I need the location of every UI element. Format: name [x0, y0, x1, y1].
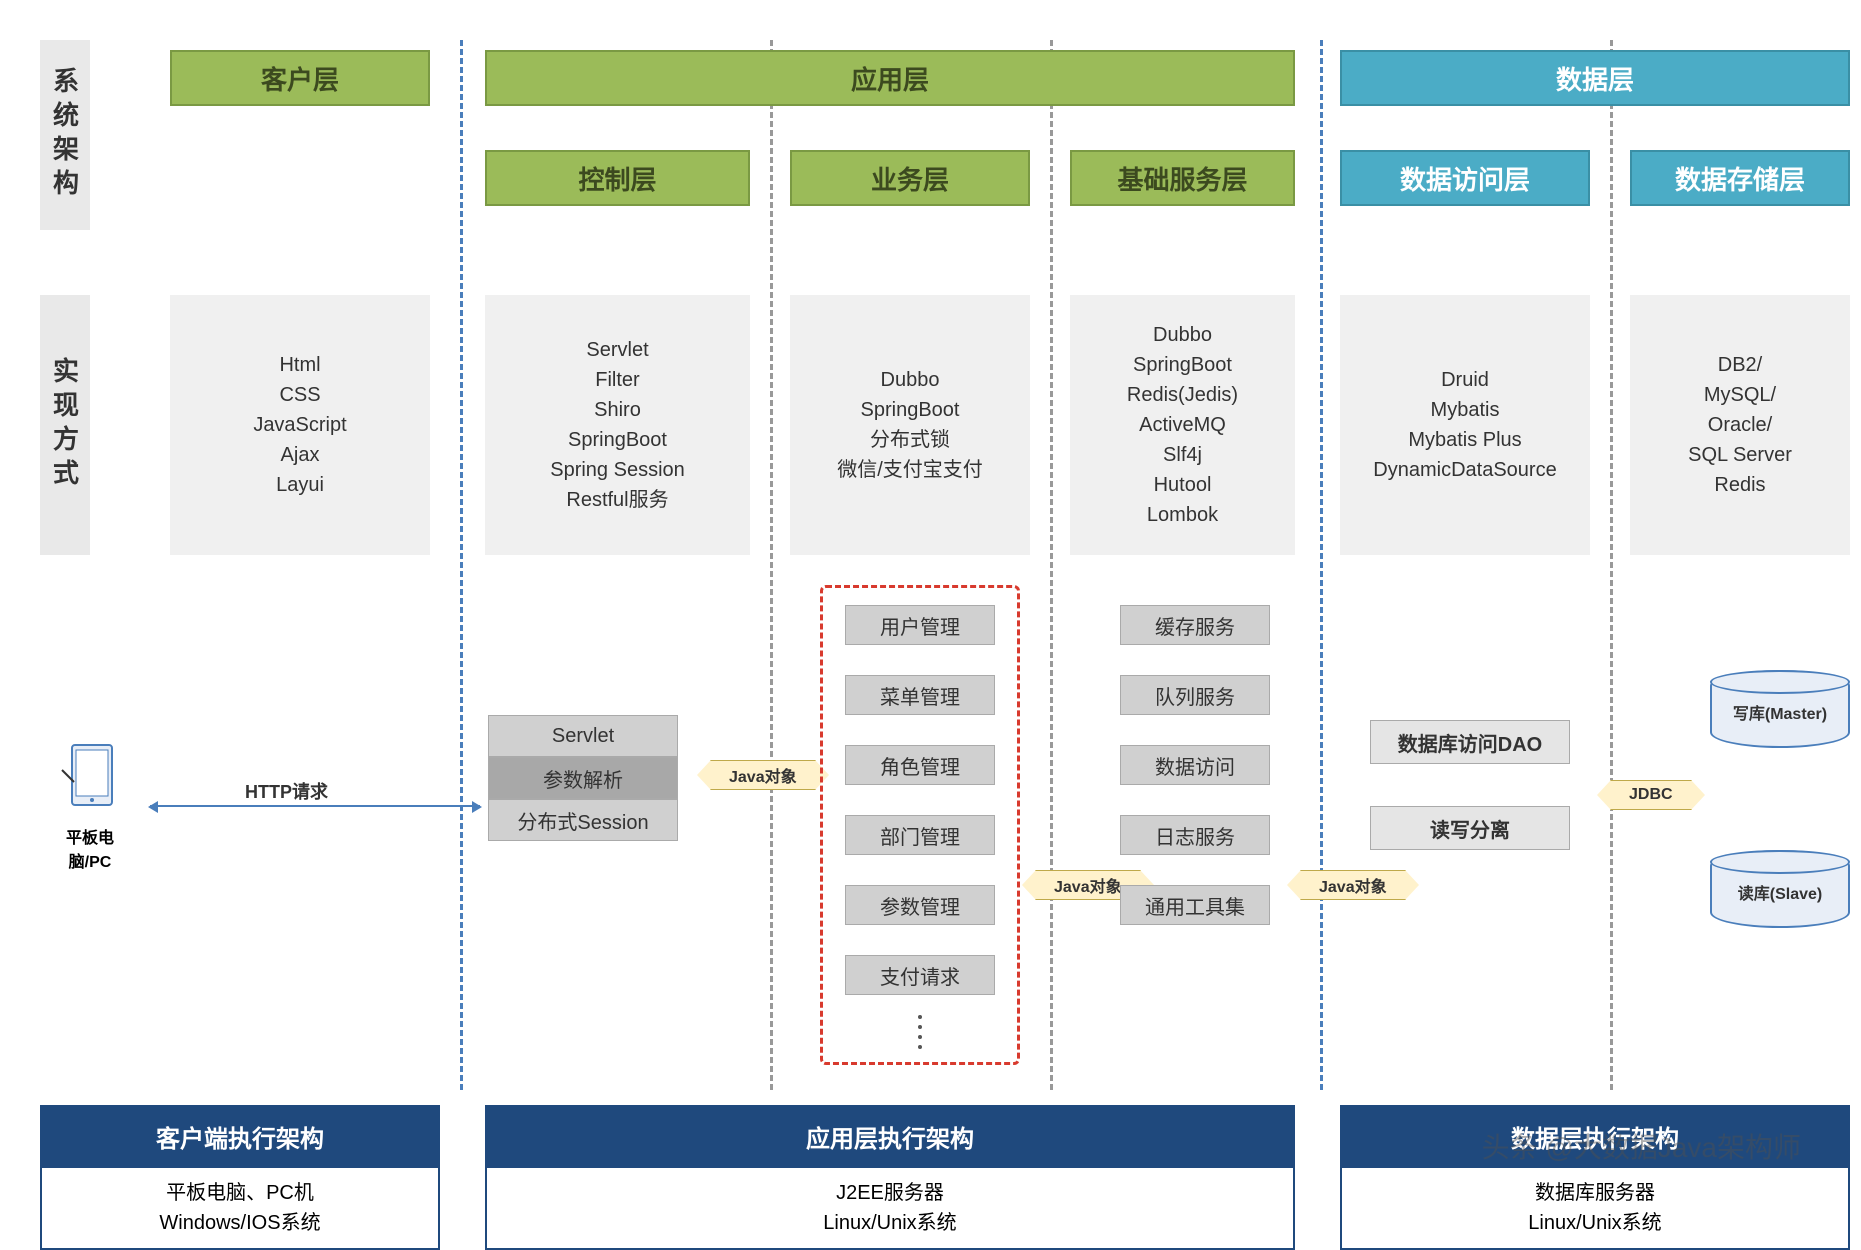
arch-data-body: 数据库服务器Linux/Unix系统: [1340, 1168, 1850, 1250]
divider-client-app: [460, 40, 463, 1090]
flow-servlet: Servlet: [488, 715, 678, 757]
dao-rw: 读写分离: [1370, 806, 1570, 850]
sublayer-base: 基础服务层: [1070, 150, 1295, 206]
impl-base: DubboSpringBootRedis(Jedis)ActiveMQSlf4j…: [1070, 295, 1295, 555]
architecture-diagram: 系统架构 实现方式 客户层 应用层 数据层 控制层 业务层 基础服务层 数据访问…: [20, 20, 1841, 1226]
base-log: 日志服务: [1120, 815, 1270, 855]
base-cache: 缓存服务: [1120, 605, 1270, 645]
device-icon: 平板电脑/PC: [50, 740, 130, 872]
biz-pay: 支付请求: [845, 955, 995, 995]
divider-control-business: [770, 40, 773, 1090]
biz-dept: 部门管理: [845, 815, 995, 855]
tag-jdbc: JDBC: [1610, 780, 1692, 810]
db-master: 写库(Master): [1710, 670, 1850, 748]
layer-data: 数据层: [1340, 50, 1850, 106]
impl-dao: DruidMybatisMybatis PlusDynamicDataSourc…: [1340, 295, 1590, 555]
base-data: 数据访问: [1120, 745, 1270, 785]
divider-dao-store: [1610, 40, 1613, 1090]
impl-business: DubboSpringBoot分布式锁微信/支付宝支付: [790, 295, 1030, 555]
arch-app: 应用层执行架构 J2EE服务器Linux/Unix系统: [485, 1105, 1295, 1250]
arch-client-body: 平板电脑、PC机Windows/IOS系统: [40, 1168, 440, 1250]
layer-client: 客户层: [170, 50, 430, 106]
sublayer-business: 业务层: [790, 150, 1030, 206]
arch-client-head: 客户端执行架构: [40, 1105, 440, 1168]
divider-app-data: [1320, 40, 1323, 1090]
watermark: 头条 @大数据Java架构师: [1482, 1126, 1801, 1166]
arch-app-body: J2EE服务器Linux/Unix系统: [485, 1168, 1295, 1250]
base-queue: 队列服务: [1120, 675, 1270, 715]
arch-client: 客户端执行架构 平板电脑、PC机Windows/IOS系统: [40, 1105, 440, 1250]
row-label-system: 系统架构: [40, 40, 90, 230]
sublayer-dao: 数据访问层: [1340, 150, 1590, 206]
flow-parse: 参数解析: [488, 757, 678, 799]
base-util: 通用工具集: [1120, 885, 1270, 925]
arrow-http: [150, 805, 480, 807]
ellipsis-icon: [918, 1015, 922, 1049]
biz-menu: 菜单管理: [845, 675, 995, 715]
row-label-impl: 实现方式: [40, 295, 90, 555]
arch-app-head: 应用层执行架构: [485, 1105, 1295, 1168]
tag-java-1: Java对象: [710, 760, 816, 790]
impl-store: DB2/MySQL/Oracle/SQL ServerRedis: [1630, 295, 1850, 555]
biz-role: 角色管理: [845, 745, 995, 785]
sublayer-store: 数据存储层: [1630, 150, 1850, 206]
layer-app: 应用层: [485, 50, 1295, 106]
impl-control: ServletFilterShiroSpringBootSpring Sessi…: [485, 295, 750, 555]
http-label: HTTP请求: [245, 778, 328, 804]
sublayer-control: 控制层: [485, 150, 750, 206]
device-label: 平板电脑/PC: [50, 824, 130, 872]
dao-access: 数据库访问DAO: [1370, 720, 1570, 764]
flow-session: 分布式Session: [488, 799, 678, 841]
impl-client: HtmlCSSJavaScriptAjaxLayui: [170, 295, 430, 555]
db-slave: 读库(Slave): [1710, 850, 1850, 928]
divider-business-base: [1050, 40, 1053, 1090]
tag-java-3: Java对象: [1300, 870, 1406, 900]
biz-param: 参数管理: [845, 885, 995, 925]
biz-user: 用户管理: [845, 605, 995, 645]
